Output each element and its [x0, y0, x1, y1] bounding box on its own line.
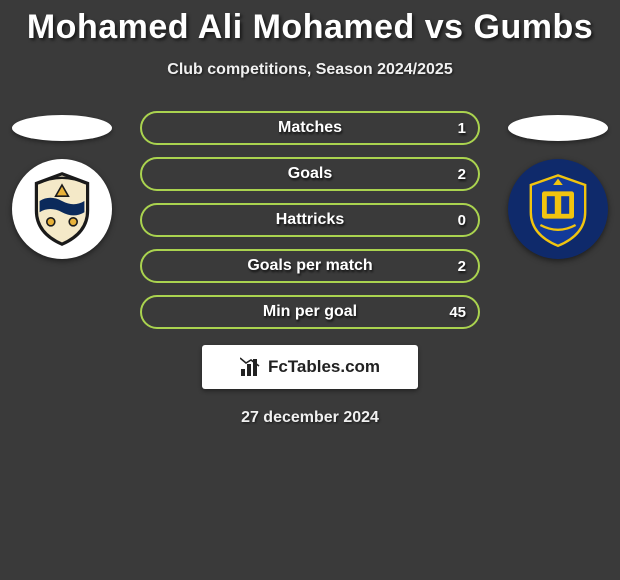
stat-row-goals: Goals 2 [140, 157, 480, 191]
left-ellipse [12, 115, 112, 141]
footer-date: 27 december 2024 [0, 409, 620, 427]
brand-box: FcTables.com [202, 345, 418, 389]
right-ellipse [508, 115, 608, 141]
page-subtitle: Club competitions, Season 2024/2025 [0, 61, 620, 79]
brand-text: FcTables.com [268, 357, 380, 377]
stat-row-goals-per-match: Goals per match 2 [140, 249, 480, 283]
stat-label: Min per goal [263, 303, 357, 321]
stat-row-min-per-goal: Min per goal 45 [140, 295, 480, 329]
left-club-badge [12, 159, 112, 259]
stats-section: Matches 1 Goals 2 Hattricks 0 Goals per … [0, 101, 620, 331]
stat-label: Goals per match [247, 257, 372, 275]
stat-rows: Matches 1 Goals 2 Hattricks 0 Goals per … [140, 111, 480, 341]
stat-label: Matches [278, 119, 342, 137]
stat-right-value: 1 [458, 120, 466, 137]
stat-row-hattricks: Hattricks 0 [140, 203, 480, 237]
town-crest-icon [518, 169, 598, 249]
stat-right-value: 2 [458, 166, 466, 183]
page-title: Mohamed Ali Mohamed vs Gumbs [0, 0, 620, 47]
stat-row-matches: Matches 1 [140, 111, 480, 145]
stat-label: Hattricks [276, 211, 344, 229]
stat-right-value: 45 [449, 304, 466, 321]
stat-label: Goals [288, 165, 332, 183]
southport-crest-icon [22, 169, 102, 249]
right-club-badge [508, 159, 608, 259]
bar-chart-icon [240, 357, 262, 377]
stat-right-value: 0 [458, 212, 466, 229]
stat-right-value: 2 [458, 258, 466, 275]
